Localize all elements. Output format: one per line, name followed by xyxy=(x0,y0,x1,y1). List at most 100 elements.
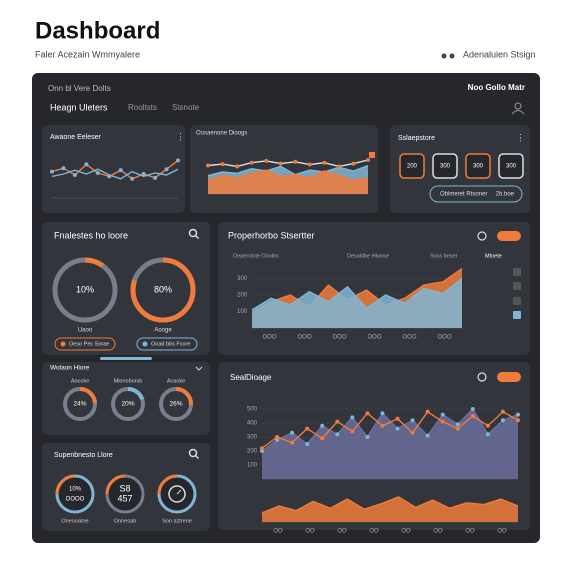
page-title: Dashboard xyxy=(35,17,160,44)
side-icon[interactable] xyxy=(513,282,521,290)
gauge-value: 10% xyxy=(76,284,94,294)
point xyxy=(320,436,325,441)
x-tick-label: OO xyxy=(433,529,443,535)
stat-box[interactable] xyxy=(498,153,524,179)
point xyxy=(516,418,520,423)
point xyxy=(485,423,490,428)
panel-title: Oosaenone Dioogs xyxy=(196,131,247,137)
search-icon[interactable] xyxy=(194,454,200,460)
button[interactable] xyxy=(54,337,116,351)
search-icon[interactable] xyxy=(188,448,198,458)
panel-title: Wolaon Hlore xyxy=(50,365,90,372)
dial-icon xyxy=(168,485,186,503)
info-icon[interactable] xyxy=(477,372,487,382)
point xyxy=(335,419,340,424)
orange-pill[interactable] xyxy=(497,372,521,382)
point xyxy=(260,446,264,451)
side-icon[interactable] xyxy=(513,268,521,276)
point xyxy=(290,440,295,445)
point xyxy=(305,426,310,431)
stat-box[interactable] xyxy=(432,153,458,179)
legend-label: Desaldbe Hloose xyxy=(347,253,389,259)
x-tick-label: OOO xyxy=(262,335,276,341)
side-icon[interactable] xyxy=(513,297,521,305)
point xyxy=(455,426,460,431)
dial-label: Onnesab xyxy=(114,518,136,524)
point xyxy=(118,168,123,173)
gauge-name: Aooge xyxy=(154,328,172,334)
point xyxy=(275,437,280,442)
y-tick-label: 300 xyxy=(237,276,248,282)
dial-text: 10% xyxy=(69,487,82,493)
panel-title: Awaone Eeleser xyxy=(50,134,102,141)
point xyxy=(322,160,327,165)
stat-box[interactable] xyxy=(399,153,425,179)
search-icon[interactable] xyxy=(194,234,200,240)
point xyxy=(365,435,370,439)
point xyxy=(500,409,505,414)
gauge-value: 80% xyxy=(154,284,172,294)
stat-box[interactable] xyxy=(465,153,491,179)
area xyxy=(252,278,462,328)
chevron[interactable] xyxy=(195,366,203,371)
point xyxy=(336,164,341,169)
gauge-value: 26% xyxy=(169,401,182,408)
panel xyxy=(42,125,185,213)
point xyxy=(395,416,400,421)
scroll-bar xyxy=(100,357,152,360)
tab[interactable]: Heagn Uleters xyxy=(50,102,108,112)
orange-pill[interactable] xyxy=(497,231,521,241)
y-tick-label: 500 xyxy=(247,407,258,413)
dial-label: Oneooatoe xyxy=(61,518,88,524)
x-tick-label: OO xyxy=(497,529,507,535)
point xyxy=(275,435,280,439)
tab[interactable]: Rooltsts xyxy=(128,103,157,112)
side-icon[interactable] xyxy=(513,311,521,319)
x-tick-label: OOO xyxy=(367,335,381,341)
point xyxy=(440,412,445,417)
point xyxy=(72,172,77,177)
stat-value: 300 xyxy=(506,164,517,170)
topbar-text: Onn bl Vere Dolts xyxy=(48,84,111,93)
point xyxy=(176,158,180,163)
info-icon[interactable] xyxy=(477,231,487,241)
button[interactable] xyxy=(429,185,523,203)
point xyxy=(235,164,240,169)
dial-text: 457 xyxy=(117,493,132,503)
tab[interactable]: Stsnote xyxy=(172,103,200,112)
line xyxy=(207,164,369,177)
header-action[interactable]: Adenaluien Stsign xyxy=(463,49,536,59)
button[interactable] xyxy=(136,337,198,351)
point xyxy=(455,422,460,427)
point xyxy=(61,166,66,171)
point xyxy=(153,175,158,180)
point xyxy=(293,159,298,164)
point xyxy=(440,419,445,424)
search-icon[interactable] xyxy=(188,228,198,238)
panel-title: Fnalestes ho loore xyxy=(54,230,128,240)
topbar-title: Noo Gollo Matr xyxy=(468,83,525,92)
point xyxy=(164,167,169,172)
point xyxy=(307,162,312,167)
point xyxy=(380,423,385,428)
menu-icon[interactable]: ⋮ xyxy=(516,132,525,142)
y-tick-label: 300 xyxy=(247,435,258,441)
panel-title: Properhorbo Stsertter xyxy=(228,230,315,240)
panel-title: Sslaepstore xyxy=(398,135,435,142)
gauge-arc xyxy=(159,387,193,421)
line xyxy=(207,169,369,181)
point xyxy=(141,172,146,176)
y-tick-label: 100 xyxy=(237,309,248,315)
gauge-arc xyxy=(63,387,97,421)
marker xyxy=(369,152,375,158)
user-icon[interactable] xyxy=(514,102,522,110)
point xyxy=(220,162,225,167)
point xyxy=(500,418,505,423)
legend-label: Oeperclote Ooolbs xyxy=(233,253,279,259)
user-icon[interactable] xyxy=(511,110,525,115)
gauge-arc xyxy=(52,257,118,323)
menu-icon[interactable]: ⋮ xyxy=(176,131,185,141)
point xyxy=(350,429,355,434)
